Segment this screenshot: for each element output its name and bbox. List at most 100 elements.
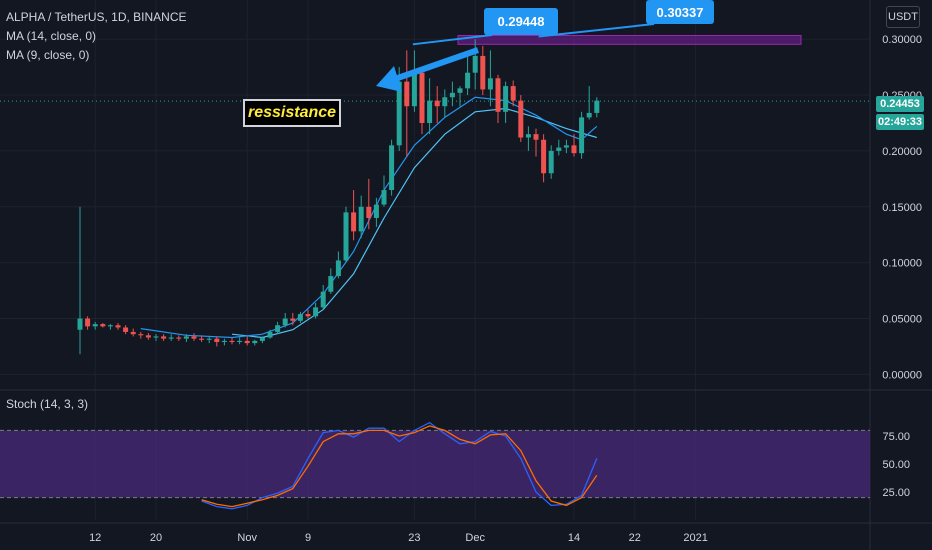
candle-body (85, 318, 91, 327)
candle-body (267, 331, 273, 338)
time-tick-label: Nov (237, 532, 257, 544)
candle-body (510, 86, 516, 101)
candle-body (563, 145, 569, 148)
candle-body (282, 318, 288, 326)
candle-body (123, 327, 129, 332)
candle-body (533, 134, 539, 140)
candle-body (244, 340, 250, 344)
time-tick-label: 2021 (683, 532, 707, 544)
candle-body (434, 100, 440, 107)
candle-body (145, 335, 151, 338)
price-tick-label: 0.15000 (882, 202, 922, 214)
candle-body (503, 86, 509, 112)
resistance-label: ressistance (243, 99, 341, 127)
candle-body (457, 88, 463, 93)
candle-body (396, 81, 402, 146)
resistance-arrow-shaft (391, 47, 479, 83)
price-tick-label: 0.05000 (882, 314, 922, 326)
callout-pointer-2 (538, 23, 655, 38)
candle-body (252, 340, 258, 344)
candle-body (305, 314, 311, 317)
stoch-k-line (201, 421, 598, 510)
candle-body (77, 318, 83, 330)
candle-body (290, 318, 296, 321)
candle-body (92, 324, 98, 327)
candle-body (579, 117, 585, 154)
price-callout-2: 0.30337 (646, 0, 714, 24)
candle-body (297, 314, 303, 321)
candle-body (358, 206, 364, 232)
candle-body (115, 325, 121, 328)
candle-body (221, 340, 227, 343)
price-tick-label: 0.10000 (882, 258, 922, 270)
ma9-legend: MA (9, close, 0) (6, 48, 90, 62)
candle-body (199, 338, 205, 340)
candle-body (176, 337, 182, 339)
callout-pointer-1 (412, 34, 493, 46)
candle-body (229, 340, 235, 343)
candle-body (237, 340, 243, 343)
candle-body (130, 331, 136, 335)
stoch-band (0, 430, 870, 498)
time-tick-label: 23 (408, 532, 420, 544)
candle-body (442, 97, 448, 107)
candle-body (472, 55, 478, 73)
price-tick-label: 0.30000 (882, 34, 922, 46)
candle-body (495, 78, 501, 112)
candle-body (594, 100, 600, 113)
candle-body (389, 145, 395, 191)
time-tick-label: Dec (465, 532, 485, 544)
candle-body (404, 81, 410, 107)
countdown-tag: 02:49:33 (876, 114, 924, 130)
candle-body (465, 72, 471, 89)
candle-body (275, 325, 281, 332)
candle-body (373, 204, 379, 218)
candle-body (427, 100, 433, 123)
stoch-tick-label: 50.00 (882, 459, 910, 471)
symbol-title: ALPHA / TetherUS, 1D, BINANCE (6, 10, 187, 24)
stoch-d-line (201, 425, 598, 508)
candle-body (556, 147, 562, 151)
candle-body (525, 134, 531, 138)
candle-body (335, 260, 341, 277)
stoch-legend: Stoch (14, 3, 3) (6, 397, 89, 411)
candle-body (343, 212, 349, 261)
resistance-zone (457, 34, 802, 45)
candle-body (351, 212, 357, 232)
time-tick-label: 14 (568, 532, 580, 544)
candle-body (206, 338, 212, 340)
candle-body (541, 139, 547, 174)
candle-body (320, 291, 326, 308)
candle-body (259, 337, 265, 341)
candle-body (161, 336, 167, 339)
resistance-arrow-head (376, 66, 402, 92)
candle-body (168, 337, 174, 339)
price-callout-1: 0.29448 (484, 8, 558, 35)
candle-body (449, 92, 455, 98)
candle-body (366, 206, 372, 218)
candle-body (107, 325, 113, 327)
candle-body (480, 55, 486, 90)
ma14-legend: MA (14, close, 0) (6, 29, 97, 43)
candle-body (313, 307, 319, 317)
stoch-tick-label: 25.00 (882, 487, 910, 499)
time-tick-label: 22 (629, 532, 641, 544)
candle-body (214, 338, 220, 343)
candle-body (487, 78, 493, 90)
stoch-tick-label: 75.00 (882, 431, 910, 443)
candle-body (100, 324, 106, 327)
candle-body (153, 336, 159, 338)
candle-body (381, 190, 387, 205)
candle-body (571, 145, 577, 154)
candle-body (328, 276, 334, 292)
candle-body (586, 112, 592, 118)
time-tick-label: 9 (305, 532, 311, 544)
currency-button[interactable]: USDT (886, 6, 920, 28)
candle-body (518, 100, 524, 138)
candle-body (411, 72, 417, 107)
price-tick-label: 0.20000 (882, 146, 922, 158)
price-tick-label: 0.00000 (882, 369, 922, 381)
time-tick-label: 20 (150, 532, 162, 544)
ma9-line (140, 96, 598, 339)
